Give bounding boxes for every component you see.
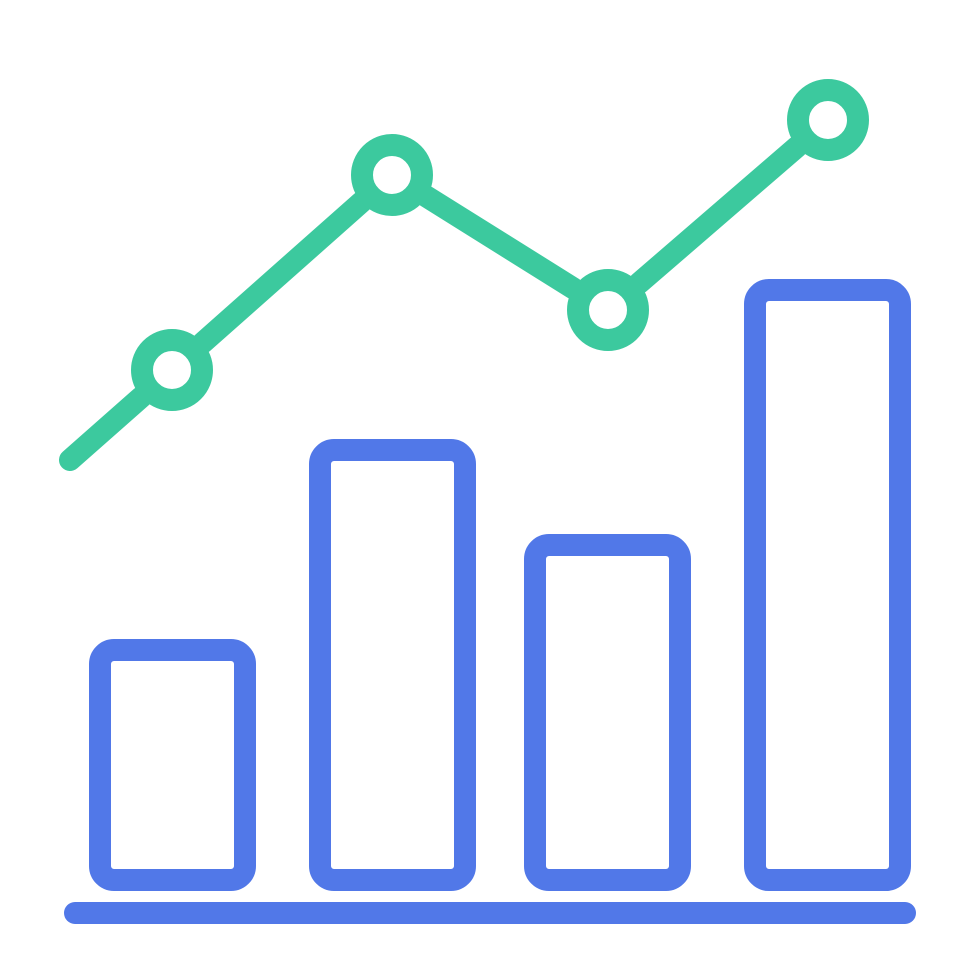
trend-marker-1 [142,340,202,400]
trend-marker-3 [578,280,638,340]
bar-line-chart-icon [0,0,980,980]
trend-marker-2 [362,145,422,205]
trend-marker-4 [798,90,858,150]
